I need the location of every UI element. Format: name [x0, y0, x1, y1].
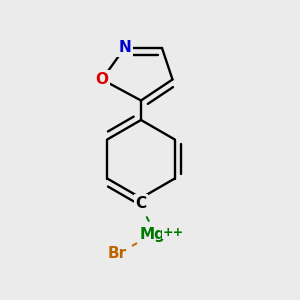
Text: N: N: [118, 40, 131, 56]
Text: C: C: [135, 196, 147, 211]
Text: O: O: [95, 72, 109, 87]
Text: Br: Br: [107, 246, 127, 261]
Text: ++: ++: [163, 226, 184, 239]
Text: Mg: Mg: [140, 227, 166, 242]
